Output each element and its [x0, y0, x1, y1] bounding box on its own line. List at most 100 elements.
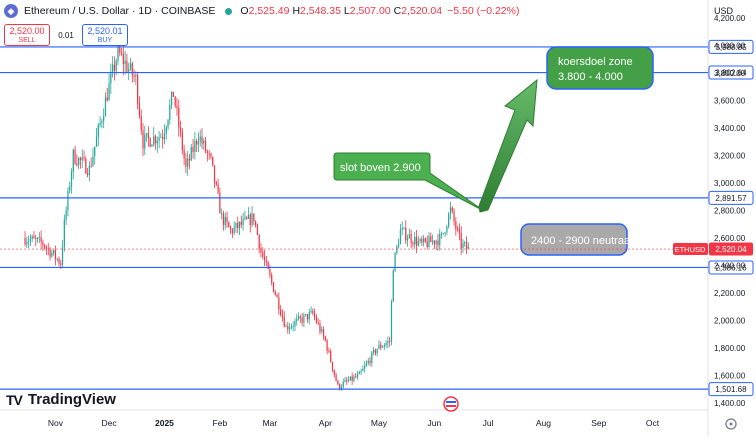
candle [349, 376, 351, 381]
candle [160, 133, 162, 138]
tradingview-logo-text: TradingView [27, 391, 116, 408]
y-tick-label: 1,800.00 [714, 344, 746, 353]
candle [169, 99, 171, 125]
last-price-label: 2,520.04 [715, 245, 747, 254]
currency-selector[interactable]: USD [714, 6, 734, 16]
symbol-title[interactable]: Ethereum / U.S. Dollar · 1D · COINBASE [24, 5, 216, 17]
y-tick-label: 3,000.00 [714, 179, 746, 188]
candle [306, 314, 309, 323]
candle [340, 384, 343, 392]
candle [31, 234, 33, 242]
candle [101, 118, 103, 129]
candle [147, 126, 149, 147]
candle [76, 154, 78, 168]
candle [158, 130, 160, 149]
candle [280, 304, 282, 317]
candle [26, 236, 28, 249]
candle [196, 138, 198, 153]
candle [95, 127, 98, 147]
candle [290, 323, 292, 330]
candle [129, 58, 132, 71]
candle [312, 308, 314, 316]
candle [412, 240, 414, 248]
tradingview-logo[interactable]: TV TradingView [6, 391, 116, 408]
candle [408, 228, 410, 239]
candle [465, 236, 468, 255]
candle [170, 91, 173, 110]
candle [424, 237, 427, 243]
candle [444, 231, 446, 237]
candle [428, 232, 430, 248]
high-value: 2,548.35 [300, 5, 341, 17]
candle [406, 234, 409, 247]
candle [414, 231, 416, 250]
candle [122, 42, 124, 76]
price-axis: 1,400.00 1,600.00 1,800.00 2,000.00 2,200.00… [714, 14, 746, 408]
candle [201, 128, 203, 149]
x-tick-label: Nov [48, 418, 64, 428]
open-value: 2,525.49 [248, 5, 290, 17]
target-zone-line-2: 3.800 - 4.000 [558, 71, 623, 83]
candle [292, 321, 294, 332]
candle [442, 232, 444, 235]
candle [174, 95, 176, 109]
sell-button[interactable]: 2,520.00 SELL [4, 24, 50, 46]
change-value: −5.50 (−0.22%) [447, 5, 520, 17]
candle [419, 237, 421, 244]
candle [90, 157, 92, 168]
candle [162, 129, 164, 149]
candle [362, 365, 364, 372]
y-tick-label: 2,600.00 [714, 234, 746, 243]
candle [310, 306, 312, 314]
candle [92, 147, 94, 167]
candle [278, 292, 280, 315]
candle [435, 239, 437, 251]
candle [448, 212, 450, 229]
candle [126, 53, 128, 74]
ethereum-icon: ◆ [4, 4, 18, 18]
candle [242, 212, 244, 231]
candle [247, 207, 250, 220]
candle [219, 187, 221, 214]
candle [364, 360, 366, 373]
candle [283, 311, 285, 328]
level-label: 3,802.64 [715, 69, 747, 78]
candle [430, 232, 432, 243]
candle [367, 357, 369, 366]
candle [183, 144, 185, 166]
candle [215, 180, 217, 187]
candle [389, 336, 391, 347]
calendar-icon[interactable] [443, 396, 459, 412]
candle [165, 125, 167, 140]
candle [324, 335, 326, 342]
candle [365, 360, 368, 367]
x-tick-label: Jul [483, 418, 494, 428]
target-zone-line-1: koersdoel zone [558, 56, 633, 68]
candle [322, 326, 325, 340]
close-above-label: slot boven 2.900 [340, 162, 421, 174]
candle [346, 376, 348, 386]
candle [317, 318, 319, 326]
candle [455, 217, 457, 236]
candle [326, 338, 328, 355]
candle [81, 149, 83, 169]
candle [305, 313, 307, 317]
candle [56, 257, 58, 262]
symbol-tag: ETHUSD [675, 245, 706, 254]
candle [440, 231, 443, 239]
x-tick-label: Jun [428, 418, 442, 428]
candle [344, 377, 346, 383]
candle [120, 47, 123, 56]
buy-button[interactable]: 2,520.01 BUY [82, 24, 128, 46]
buy-label: BUY [97, 37, 113, 44]
candle [192, 138, 194, 159]
candle [185, 152, 187, 174]
x-tick-label: Sep [591, 418, 606, 428]
candle [145, 132, 148, 142]
candle [226, 211, 228, 228]
candle [328, 347, 330, 353]
settings-icon[interactable] [725, 418, 737, 430]
candle [113, 56, 116, 81]
